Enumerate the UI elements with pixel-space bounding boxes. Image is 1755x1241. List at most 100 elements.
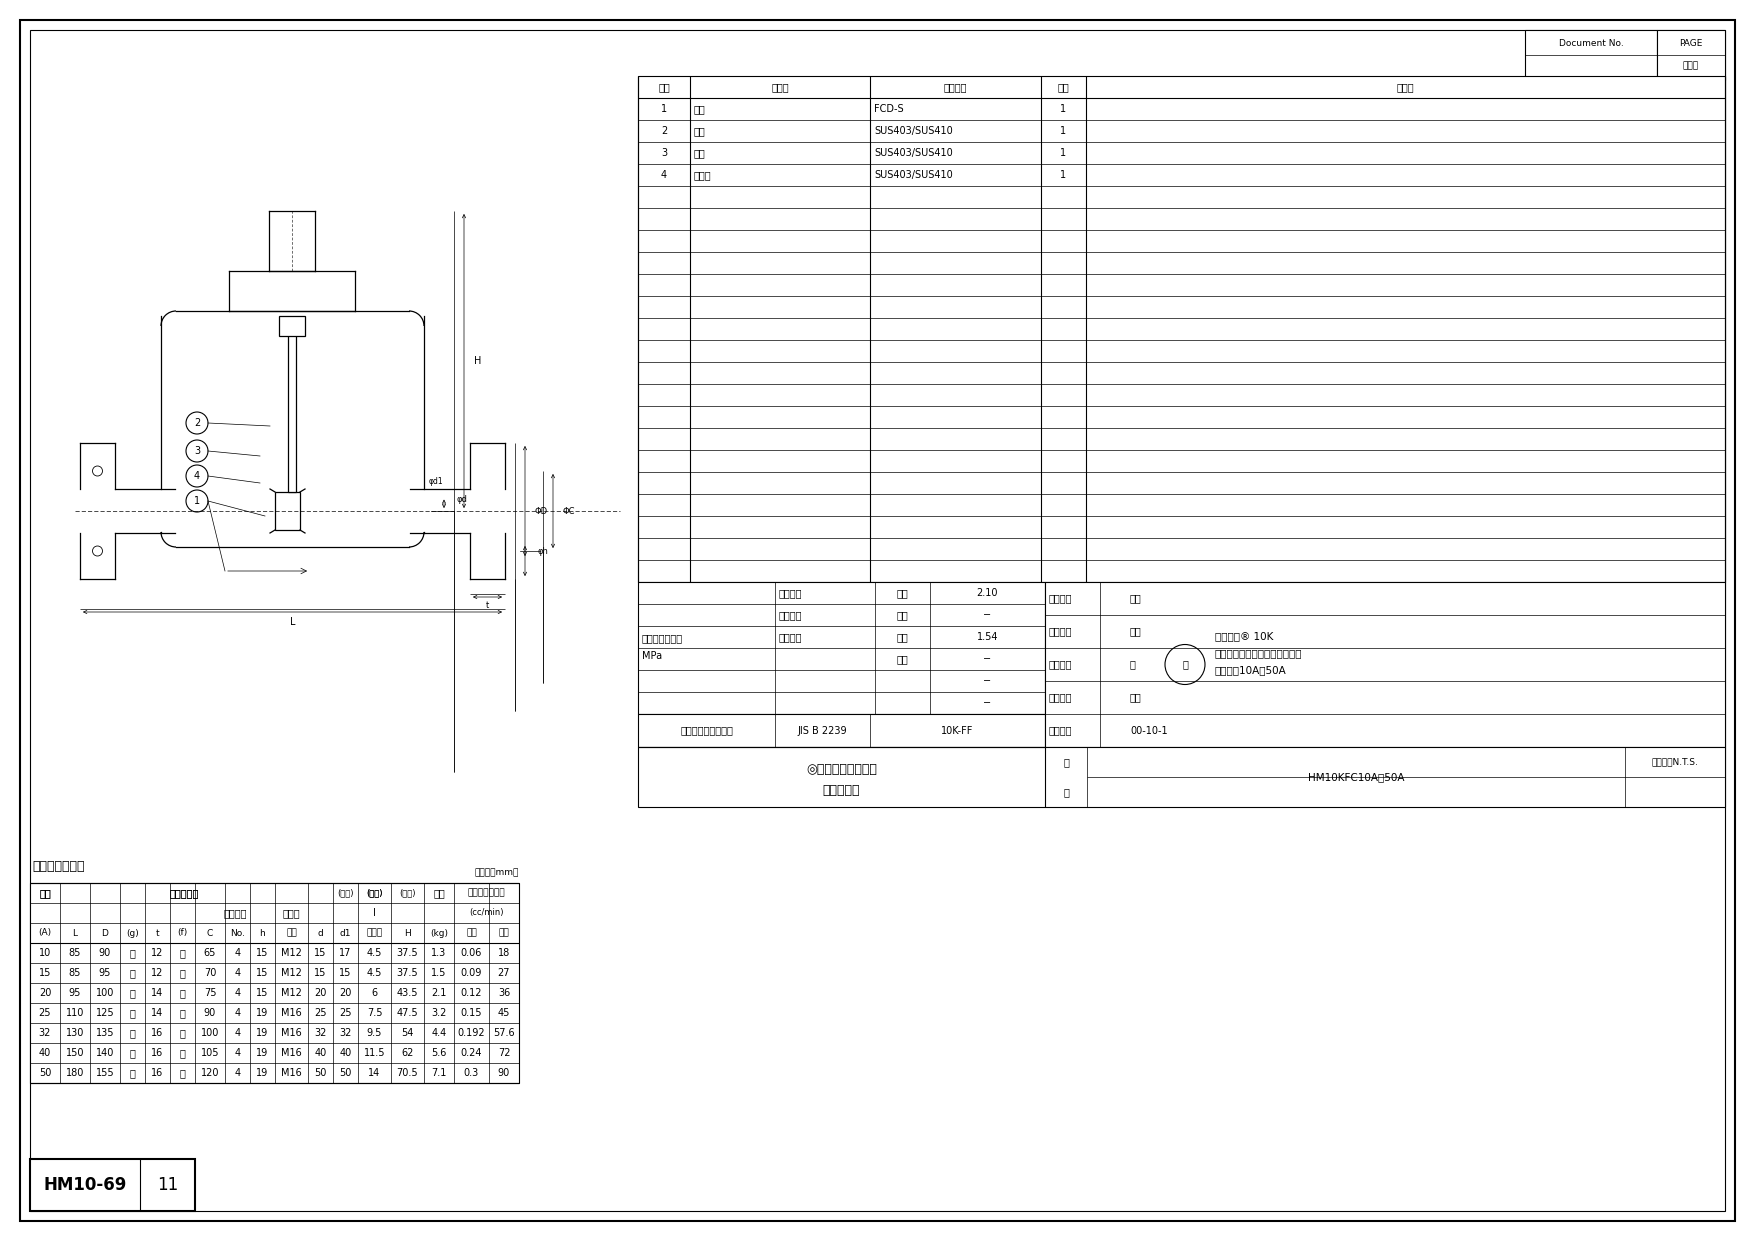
- Text: サイズ　10A～50A: サイズ 10A～50A: [1214, 665, 1286, 675]
- Text: －: －: [179, 1008, 186, 1018]
- Text: 水圧: 水圧: [467, 928, 477, 937]
- Text: 1.5: 1.5: [432, 968, 448, 978]
- Text: 6: 6: [372, 988, 377, 998]
- Text: 37.5: 37.5: [397, 948, 418, 958]
- Text: 19: 19: [256, 1008, 269, 1018]
- Text: ボルト穴: ボルト穴: [223, 908, 247, 918]
- Text: 65: 65: [204, 948, 216, 958]
- Text: 1: 1: [1060, 148, 1067, 158]
- Text: 90: 90: [498, 1069, 511, 1078]
- Text: 品番: 品番: [658, 82, 670, 92]
- Text: 審　査：: 審 査：: [1049, 659, 1072, 669]
- Bar: [288, 321, 297, 491]
- Text: ボルト: ボルト: [283, 908, 300, 918]
- Text: 40: 40: [339, 1047, 351, 1059]
- Text: 75: 75: [204, 988, 216, 998]
- Text: 縮　尺：N.T.S.: 縮 尺：N.T.S.: [1651, 757, 1699, 767]
- Text: 15: 15: [314, 968, 326, 978]
- Text: φd1: φd1: [428, 477, 444, 485]
- Text: 10K-FF: 10K-FF: [941, 726, 974, 736]
- Text: PAGE: PAGE: [1680, 40, 1702, 48]
- Text: d1: d1: [340, 928, 351, 937]
- Text: －: －: [179, 968, 186, 978]
- Text: 4: 4: [235, 948, 240, 958]
- Text: 20: 20: [339, 988, 351, 998]
- Text: －: －: [130, 1047, 135, 1059]
- Text: 14: 14: [151, 988, 163, 998]
- Bar: [1525, 30, 1657, 79]
- Text: 承　認：: 承 認：: [1049, 692, 1072, 702]
- Text: 180: 180: [65, 1069, 84, 1078]
- Text: 3: 3: [195, 446, 200, 455]
- Text: (cc/min): (cc/min): [469, 908, 504, 917]
- Text: 弁箇気密: 弁箇気密: [779, 611, 802, 620]
- Text: 54: 54: [402, 1028, 414, 1037]
- Text: 図: 図: [1064, 757, 1069, 767]
- Text: (参考): (参考): [367, 889, 383, 897]
- Bar: [639, 747, 1725, 807]
- Text: H: H: [404, 928, 411, 937]
- Text: ページ: ページ: [1683, 62, 1699, 71]
- Text: t: t: [156, 928, 160, 937]
- Text: 呼び: 呼び: [39, 889, 51, 898]
- Text: －: －: [179, 1069, 186, 1078]
- Text: 4: 4: [195, 472, 200, 482]
- Bar: [30, 884, 519, 1083]
- Text: 弁座漏れ: 弁座漏れ: [779, 632, 802, 642]
- Text: 12: 12: [151, 948, 163, 958]
- Text: －: －: [179, 948, 186, 958]
- Text: 11: 11: [156, 1176, 177, 1194]
- Text: 11.5: 11.5: [363, 1047, 386, 1059]
- Text: 32: 32: [39, 1028, 51, 1037]
- Text: 4: 4: [662, 170, 667, 180]
- Text: 材　　質: 材 質: [944, 82, 967, 92]
- Text: 古川: 古川: [1130, 692, 1143, 702]
- Text: ΦC: ΦC: [563, 506, 576, 515]
- Text: 20: 20: [314, 988, 326, 998]
- Text: 19: 19: [256, 1069, 269, 1078]
- Text: 72: 72: [498, 1047, 511, 1059]
- Text: FCD-S: FCD-S: [874, 104, 904, 114]
- Text: 7.5: 7.5: [367, 1008, 383, 1018]
- Text: －: －: [130, 1008, 135, 1018]
- Text: 弁座輪: 弁座輪: [693, 170, 711, 180]
- Text: 85: 85: [68, 968, 81, 978]
- Text: 00-10-1: 00-10-1: [1130, 726, 1167, 736]
- Text: 12: 12: [151, 968, 163, 978]
- Text: M16: M16: [281, 1047, 302, 1059]
- Text: M12: M12: [281, 948, 302, 958]
- Bar: [639, 714, 1044, 747]
- Text: SUS403/SUS410: SUS403/SUS410: [874, 127, 953, 137]
- Text: 47.5: 47.5: [397, 1008, 418, 1018]
- Text: 9.5: 9.5: [367, 1028, 383, 1037]
- Text: (kg): (kg): [430, 928, 448, 937]
- Text: 15: 15: [339, 968, 351, 978]
- Text: 4.4: 4.4: [432, 1028, 446, 1037]
- Text: 32: 32: [314, 1028, 326, 1037]
- Text: 110: 110: [65, 1008, 84, 1018]
- Text: 70: 70: [204, 968, 216, 978]
- Text: 1.3: 1.3: [432, 948, 446, 958]
- Text: 空圧: 空圧: [498, 928, 509, 937]
- Text: −: −: [983, 611, 992, 620]
- Text: フランジ部: フランジ部: [168, 889, 198, 898]
- Text: (参考): (参考): [398, 889, 416, 897]
- Text: 45: 45: [498, 1008, 511, 1018]
- Text: －: －: [179, 988, 186, 998]
- Text: 阪: 阪: [1130, 659, 1135, 669]
- Text: 日　付：: 日 付：: [1049, 726, 1072, 736]
- Text: 15: 15: [314, 948, 326, 958]
- Text: 弁座漏れ許容量: 弁座漏れ許容量: [467, 889, 505, 897]
- Text: 4.5: 4.5: [367, 948, 383, 958]
- Text: H: H: [474, 356, 481, 366]
- Bar: [1044, 582, 1725, 747]
- Text: 質量: 質量: [433, 889, 444, 898]
- Text: M12: M12: [281, 968, 302, 978]
- Text: 15: 15: [39, 968, 51, 978]
- Text: 接　続　部　規　格: 接 続 部 規 格: [679, 726, 734, 736]
- Text: 105: 105: [200, 1047, 219, 1059]
- Text: 1: 1: [662, 104, 667, 114]
- Text: 4: 4: [235, 1008, 240, 1018]
- Text: 0.09: 0.09: [462, 968, 483, 978]
- Text: 4: 4: [235, 988, 240, 998]
